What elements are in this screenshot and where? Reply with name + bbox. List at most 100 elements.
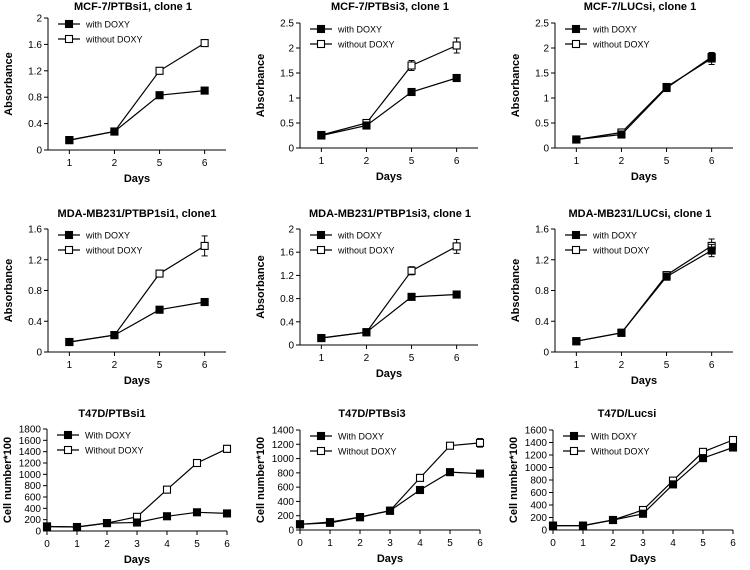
y-tick-label: 400 (24, 504, 41, 515)
y-tick-label: 0 (541, 526, 547, 537)
y-tick-label: 1200 (19, 459, 42, 470)
data-point (407, 266, 416, 275)
y-tick-label: 2 (36, 14, 42, 25)
y-axis-label: Cell number*100 (508, 437, 520, 523)
x-axis-label: Days (631, 171, 657, 183)
data-point (385, 506, 395, 515)
legend-marker-open (569, 446, 579, 456)
data-point (65, 337, 74, 347)
data-point (415, 473, 425, 482)
data-point (325, 518, 335, 527)
x-axis-label: Days (376, 368, 402, 380)
legend-marker-open (64, 34, 74, 44)
legend: with DOXY without DOXY (565, 25, 650, 50)
y-tick-label: 0.8 (535, 286, 549, 297)
series-line (321, 77, 457, 137)
data-point (698, 454, 708, 463)
data-point (200, 39, 209, 48)
legend-label: without DOXY (337, 40, 395, 50)
legend-label: With DOXY (338, 432, 384, 442)
y-tick-label: 2 (543, 44, 549, 55)
series-with-doxy (317, 290, 461, 343)
x-tick-label: 2 (619, 156, 625, 167)
chart-title: T47D/PTBsi3 (338, 408, 405, 420)
x-tick-label: 6 (477, 538, 483, 549)
data-point (155, 91, 164, 100)
data-point (362, 328, 371, 337)
y-tick-label: 0 (35, 527, 41, 538)
y-axis-label: Cell number*100 (2, 437, 14, 523)
legend-marker-filled (569, 431, 579, 441)
data-point (222, 444, 232, 453)
y-tick-label: 600 (24, 493, 41, 504)
y-tick-label: 1 (543, 94, 549, 105)
data-point (42, 522, 52, 531)
y-tick-label: 1 (288, 94, 294, 105)
x-tick-label: 3 (387, 538, 393, 549)
data-point (407, 292, 416, 301)
data-point (407, 61, 416, 70)
legend-marker-open (64, 245, 74, 255)
y-tick-label: 200 (530, 513, 547, 524)
y-tick-label: 0.5 (280, 119, 294, 130)
x-tick-label: 6 (454, 156, 460, 167)
y-tick-label: 0 (288, 526, 294, 537)
legend: With DOXY Without DOXY (310, 432, 397, 457)
data-point (102, 519, 112, 528)
y-axis-label: Cell number*100 (255, 437, 267, 523)
y-tick-label: 1000 (19, 470, 42, 481)
data-point (200, 297, 209, 307)
chart-title: T47D/Lucsi (598, 408, 657, 420)
x-axis-label: Days (124, 173, 150, 185)
series-with-doxy (295, 468, 485, 529)
y-tick-label: 1400 (272, 426, 295, 437)
y-tick-label: 800 (277, 468, 294, 479)
y-tick-label: 800 (530, 476, 547, 487)
data-point (452, 73, 461, 83)
x-tick-label: 5 (700, 538, 706, 549)
x-tick-label: 5 (447, 538, 453, 549)
legend-marker-filled (64, 19, 74, 29)
x-axis-label: Days (376, 171, 402, 183)
y-tick-label: 800 (24, 481, 41, 492)
legend-marker-filled (63, 430, 73, 440)
chart-panel-7: T47D/PTBsi102004006008001000120014001600… (2, 408, 232, 566)
series-line (321, 245, 457, 339)
x-axis-label: Days (124, 375, 150, 387)
legend-label: without DOXY (85, 246, 143, 256)
y-tick-label: 0.5 (535, 119, 549, 130)
series-without-doxy (572, 52, 716, 144)
x-axis-label: Days (630, 553, 656, 565)
legend-label: With DOXY (85, 431, 131, 441)
x-tick-label: 2 (619, 360, 625, 371)
series-line (299, 471, 481, 525)
x-tick-label: 6 (730, 538, 736, 549)
x-tick-label: 4 (164, 539, 170, 550)
data-point (578, 521, 588, 530)
legend-marker-filled (571, 230, 581, 240)
data-point (452, 242, 461, 251)
y-tick-label: 0 (543, 348, 549, 359)
legend-label: with DOXY (337, 25, 382, 35)
series-without-doxy (42, 444, 232, 532)
data-point (707, 246, 716, 255)
legend-marker-open (316, 446, 326, 456)
legend: with DOXY without DOXY (58, 231, 143, 256)
legend-marker-filled (64, 230, 74, 240)
y-tick-label: 0.8 (28, 286, 42, 297)
series-with-doxy (65, 297, 209, 347)
y-tick-label: 0 (36, 146, 42, 157)
y-tick-label: 1400 (19, 447, 42, 458)
data-point (638, 509, 648, 518)
data-point (110, 331, 119, 340)
x-tick-label: 6 (202, 360, 208, 371)
y-axis-label: Absorbance (510, 54, 522, 118)
legend-marker-open (316, 39, 326, 49)
legend-label: with DOXY (85, 20, 130, 30)
legend: with DOXY without DOXY (310, 231, 395, 256)
data-point (407, 87, 416, 97)
series-line (321, 44, 457, 136)
y-tick-label: 1600 (525, 426, 548, 437)
data-point (548, 521, 558, 530)
series-line (321, 293, 457, 339)
